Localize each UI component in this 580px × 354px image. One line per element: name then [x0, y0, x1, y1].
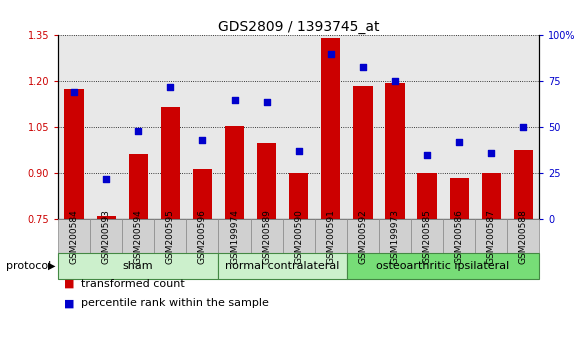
Bar	[481, 173, 501, 219]
Bar	[289, 173, 309, 219]
Text: GSM200596: GSM200596	[198, 209, 207, 264]
Point	[326, 51, 335, 57]
Bar	[385, 83, 405, 219]
Bar	[450, 178, 469, 219]
Text: GSM200591: GSM200591	[327, 209, 335, 264]
Point	[390, 79, 400, 84]
Bar	[96, 216, 116, 219]
Text: protocol: protocol	[6, 261, 51, 271]
Point	[70, 90, 79, 95]
Title: GDS2809 / 1393745_at: GDS2809 / 1393745_at	[218, 21, 379, 34]
Bar	[418, 173, 437, 219]
Text: GSM199974: GSM199974	[230, 209, 239, 264]
Text: GSM200595: GSM200595	[166, 209, 175, 264]
Text: GSM200586: GSM200586	[455, 209, 463, 264]
Point	[487, 150, 496, 156]
Point	[133, 128, 143, 134]
Point	[519, 125, 528, 130]
Text: GSM200593: GSM200593	[102, 209, 111, 264]
Text: ■: ■	[64, 298, 74, 308]
Text: osteoarthritic ipsilateral: osteoarthritic ipsilateral	[376, 261, 510, 271]
Text: GSM200590: GSM200590	[294, 209, 303, 264]
Bar	[225, 126, 244, 219]
Bar	[321, 39, 340, 219]
Point	[230, 97, 239, 103]
Point	[455, 139, 464, 145]
Text: GSM199973: GSM199973	[390, 209, 400, 264]
Text: GSM200592: GSM200592	[358, 209, 367, 264]
Bar	[353, 86, 372, 219]
Text: ▶: ▶	[48, 261, 55, 271]
Text: transformed count: transformed count	[81, 279, 185, 289]
Bar	[514, 150, 533, 219]
Bar	[129, 154, 148, 219]
Point	[166, 84, 175, 90]
Point	[262, 99, 271, 104]
Text: GSM200588: GSM200588	[519, 209, 528, 264]
Bar	[64, 89, 84, 219]
Text: ■: ■	[64, 279, 74, 289]
Text: GSM200594: GSM200594	[134, 209, 143, 264]
Point	[422, 152, 432, 158]
Point	[358, 64, 368, 69]
Text: percentile rank within the sample: percentile rank within the sample	[81, 298, 269, 308]
Point	[198, 137, 207, 143]
Text: GSM200584: GSM200584	[70, 209, 78, 264]
Point	[102, 176, 111, 182]
Bar	[193, 169, 212, 219]
Text: GSM200589: GSM200589	[262, 209, 271, 264]
Text: sham: sham	[123, 261, 154, 271]
Text: GSM200587: GSM200587	[487, 209, 496, 264]
Point	[294, 149, 303, 154]
Text: normal contralateral: normal contralateral	[226, 261, 340, 271]
Text: GSM200585: GSM200585	[423, 209, 432, 264]
Bar	[161, 108, 180, 219]
Bar	[257, 143, 276, 219]
